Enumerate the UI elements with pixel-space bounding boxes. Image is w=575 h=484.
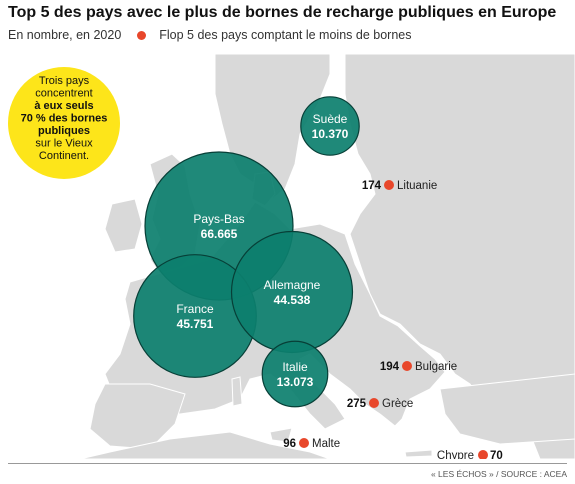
callout-line: Trois pays [39, 75, 90, 87]
flop-name-grece: Grèce [382, 398, 413, 410]
bubble-label-allemagne: Allemagne [264, 278, 321, 292]
flop-value-chypre: 70 [490, 450, 503, 459]
land-ireland [104, 198, 143, 253]
bubble-suede [300, 96, 360, 156]
flop-value-bulgarie: 194 [380, 361, 400, 373]
bubble-label-italie: Italie [282, 360, 308, 374]
subtitle-text: En nombre, en 2020 [8, 28, 122, 42]
legend-flop-dot [136, 31, 146, 40]
callout-line: à eux seuls [34, 100, 93, 112]
bubble-label-france: France [176, 302, 214, 316]
bubble-value-france: 45.751 [177, 317, 214, 331]
callout-line: sur le Vieux [35, 138, 93, 150]
land-turkey [439, 373, 575, 445]
land-sicily [269, 427, 293, 443]
land-north-africa [79, 431, 331, 459]
bubble-label-suede: Suède [313, 112, 348, 126]
flop-dot-bulgarie [402, 361, 412, 371]
chart-title: Top 5 des pays avec le plus de bornes de… [8, 4, 557, 21]
flop-dot-lituanie [384, 180, 394, 190]
flop-dot-malte [299, 438, 309, 448]
callout-bubble [8, 67, 120, 179]
bubble-italie [261, 340, 329, 408]
flop-name-lituanie: Lituanie [397, 180, 437, 192]
source-note: « LES ÉCHOS » / SOURCE : ACEA [430, 469, 567, 479]
bubble-label-pays-bas: Pays-Bas [193, 212, 244, 226]
flop-value-malte: 96 [283, 438, 296, 450]
callout-line: 70 % des bornes [21, 113, 108, 125]
callout-line: publiques [38, 125, 90, 137]
bubble-value-suede: 10.370 [312, 127, 349, 141]
flop-name-chypre: Chypre [437, 450, 474, 459]
flop-dot-chypre [478, 450, 488, 459]
flop-name-malte: Malte [312, 438, 340, 450]
footer-divider [8, 463, 567, 464]
land-crete [404, 449, 433, 458]
bubble-value-allemagne: 44.538 [274, 293, 311, 307]
flop-value-lituanie: 174 [362, 180, 382, 192]
callout-line: Continent. [39, 150, 89, 162]
bubble-value-italie: 13.073 [277, 375, 314, 389]
bubble-value-pays-bas: 66.665 [201, 227, 238, 241]
chart-subtitle: En nombre, en 2020 Flop 5 des pays compt… [8, 28, 411, 42]
legend-flop-label: Flop 5 des pays comptant le moins de bor… [159, 28, 412, 42]
flop-dot-grece [369, 398, 379, 408]
flop-name-bulgarie: Bulgarie [415, 361, 457, 373]
flop-value-grece: 275 [347, 398, 367, 410]
callout-line: concentrent [35, 88, 92, 100]
bubble-allemagne [230, 230, 354, 354]
land-sardinia [231, 376, 243, 407]
